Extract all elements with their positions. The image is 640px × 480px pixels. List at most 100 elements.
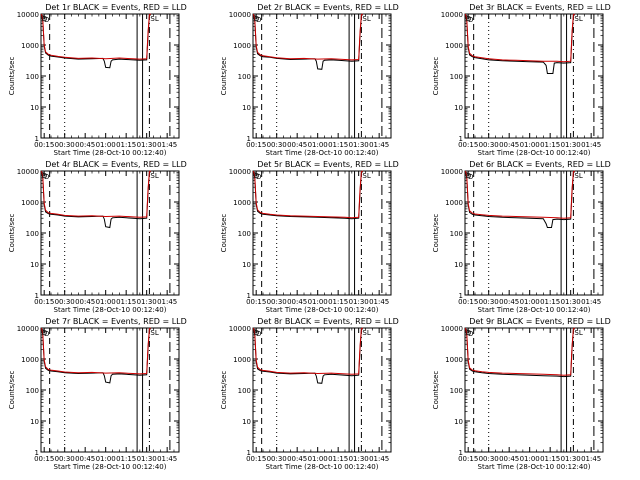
x-tick-label: 00:30 [55,298,75,306]
y-tick-label: 100 [238,73,251,81]
y-tick-label: 10 [454,261,463,269]
plot-frame [464,327,604,453]
y-tick-label: 100 [450,73,463,81]
x-tick-label: 00:45 [499,298,519,306]
x-tick-label: 00:30 [55,141,75,149]
x-tick-label: 00:45 [287,455,307,463]
corner-label: SL [150,329,158,337]
series-line-events [41,170,152,229]
corner-label: D [466,172,471,180]
y-axis-label: Counts/sec [432,214,440,253]
x-tick-label: 01:45 [157,298,177,306]
plot-frame [40,170,180,296]
x-tick-label: 01:00 [520,298,540,306]
y-tick-label: 10000 [441,168,463,176]
chart-title: Det 7r BLACK = Events, RED = LLD [45,317,187,326]
corner-label: D [44,173,49,181]
series-line-lld [253,13,364,61]
y-tick-label: 10 [30,418,39,426]
series-line-events [41,327,152,384]
x-tick-label: 00:30 [479,298,499,306]
x-tick-label: 01:15 [540,455,560,463]
series-line-events [465,170,576,228]
corner-label: D [468,173,473,181]
corner-label: D [256,173,261,181]
y-axis-label: Counts/sec [8,57,16,96]
plot-frame [464,170,604,296]
chart-title: Det 9r BLACK = Events, RED = LLD [469,317,611,326]
x-tick-label: 00:30 [479,141,499,149]
x-tick-label: 00:45 [499,455,519,463]
x-tick-label: 01:00 [520,455,540,463]
series-line-lld [41,327,152,375]
x-tick-label: 00:30 [479,455,499,463]
corner-label: D [254,329,259,337]
x-axis-label: Start Time (28-Oct-10 00:12:40) [478,306,591,314]
y-tick-label: 1 [247,135,251,143]
x-axis-label: Start Time (28-Oct-10 00:12:40) [478,463,591,471]
x-tick-label: 00:15 [246,141,266,149]
x-tick-label: 01:45 [581,298,601,306]
y-tick-label: 1000 [21,356,39,364]
y-tick-label: 1 [247,292,251,300]
plot-frame [252,327,392,453]
x-tick-label: 00:45 [287,141,307,149]
x-tick-label: 01:00 [96,455,116,463]
x-tick-label: 00:30 [55,455,75,463]
x-tick-label: 00:45 [75,455,95,463]
chart-title: Det 4r BLACK = Events, RED = LLD [45,160,187,169]
y-tick-label: 10000 [17,325,39,333]
y-axis-label: Counts/sec [8,371,16,410]
plot-frame [40,327,180,453]
chart-title: Det 2r BLACK = Events, RED = LLD [257,3,399,12]
x-tick-label: 00:45 [75,141,95,149]
y-axis-label: Counts/sec [8,214,16,253]
y-tick-label: 1000 [233,356,251,364]
x-tick-label: 01:45 [369,298,389,306]
corner-label: SL [362,329,370,337]
x-tick-label: 00:15 [458,141,478,149]
x-axis-label: Start Time (28-Oct-10 00:12:40) [266,463,379,471]
corner-label: D [42,15,47,23]
y-axis-label: Counts/sec [432,371,440,410]
series-line-events [253,170,364,220]
x-tick-label: 01:00 [308,298,328,306]
x-tick-label: 01:30 [561,298,581,306]
y-tick-label: 100 [26,73,39,81]
series-line-events [41,13,152,69]
x-tick-label: 00:15 [34,298,54,306]
y-tick-label: 1000 [21,199,39,207]
series-line-lld [465,170,576,219]
plot-frame [464,13,604,139]
x-tick-label: 01:15 [328,141,348,149]
corner-label: D [42,329,47,337]
chart-panel: Det 6r BLACK = Events, RED = LLD 1 10 100 10… [432,160,611,314]
x-tick-label: 01:30 [561,141,581,149]
y-tick-label: 100 [450,387,463,395]
corner-label: SL [362,15,370,23]
chart-title: Det 5r BLACK = Events, RED = LLD [257,160,399,169]
y-tick-label: 1000 [21,42,39,50]
corner-label: SL [150,172,158,180]
y-tick-label: 100 [238,387,251,395]
x-tick-label: 00:15 [34,455,54,463]
y-axis-label: Counts/sec [220,371,228,410]
series-line-lld [465,327,576,376]
y-tick-label: 10 [242,104,251,112]
y-axis-label: Counts/sec [220,214,228,253]
y-tick-label: 100 [26,387,39,395]
x-tick-label: 01:15 [116,298,136,306]
corner-label: D [468,16,473,24]
y-tick-label: 10000 [229,325,251,333]
y-tick-label: 1000 [233,199,251,207]
x-axis-label: Start Time (28-Oct-10 00:12:40) [266,149,379,157]
chart-panel: Det 8r BLACK = Events, RED = LLD 1 10 100 10… [220,317,399,471]
corner-label: D [468,330,473,338]
x-tick-label: 01:00 [96,298,116,306]
y-tick-label: 10000 [229,11,251,19]
corner-label: SL [362,172,370,180]
x-tick-label: 01:45 [581,455,601,463]
series-line-lld [253,327,364,375]
chart-title: Det 8r BLACK = Events, RED = LLD [257,317,399,326]
y-tick-label: 10 [454,104,463,112]
